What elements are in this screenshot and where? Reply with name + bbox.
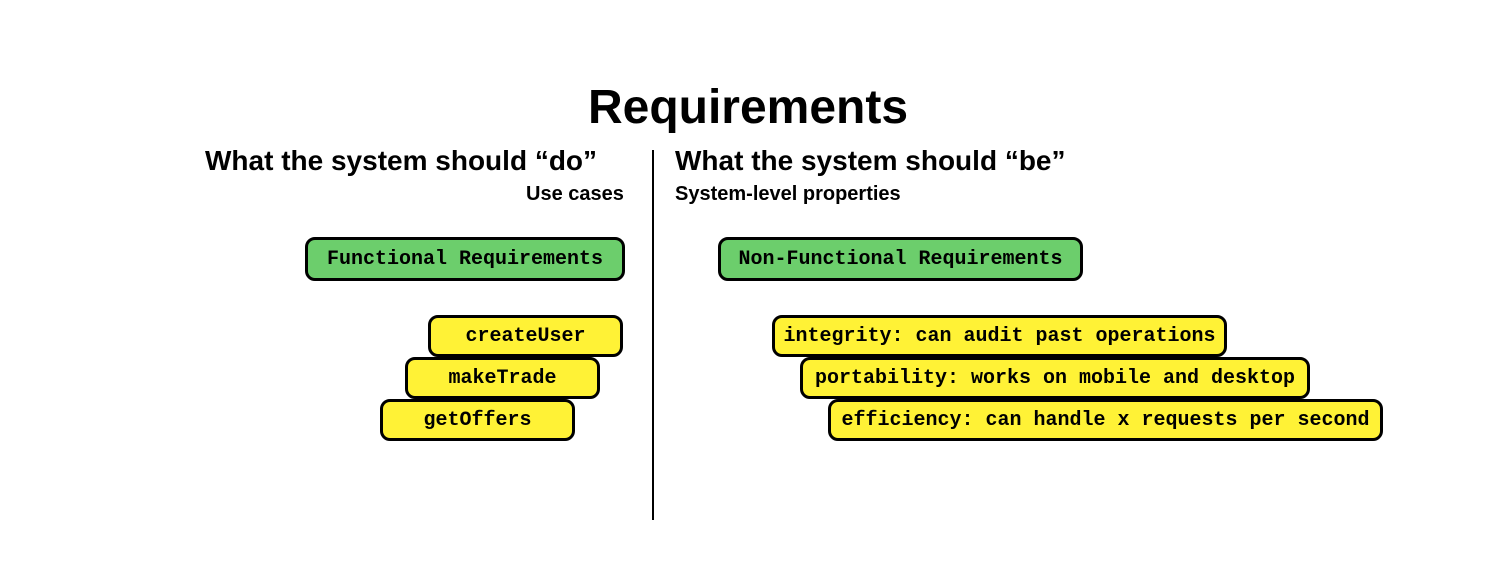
left-subheading: Use cases bbox=[526, 183, 624, 206]
left-heading: What the system should “do” bbox=[205, 145, 597, 177]
center-divider bbox=[652, 150, 654, 520]
use-case-label: createUser bbox=[465, 325, 585, 348]
non-functional-requirements-label: Non-Functional Requirements bbox=[738, 248, 1062, 271]
property-label: efficiency: can handle x requests per se… bbox=[841, 409, 1369, 432]
property-item: portability: works on mobile and desktop bbox=[800, 357, 1310, 399]
right-heading: What the system should “be” bbox=[675, 145, 1066, 177]
use-case-label: getOffers bbox=[423, 409, 531, 432]
right-subheading: System-level properties bbox=[675, 183, 901, 206]
property-item: integrity: can audit past operations bbox=[772, 315, 1227, 357]
property-label: portability: works on mobile and desktop bbox=[815, 367, 1295, 390]
use-case-item: createUser bbox=[428, 315, 623, 357]
main-title: Requirements bbox=[0, 80, 1496, 135]
functional-requirements-label: Functional Requirements bbox=[327, 248, 603, 271]
use-case-item: getOffers bbox=[380, 399, 575, 441]
property-item: efficiency: can handle x requests per se… bbox=[828, 399, 1383, 441]
functional-requirements-box: Functional Requirements bbox=[305, 237, 625, 281]
property-label: integrity: can audit past operations bbox=[783, 325, 1215, 348]
use-case-item: makeTrade bbox=[405, 357, 600, 399]
use-case-label: makeTrade bbox=[448, 367, 556, 390]
non-functional-requirements-box: Non-Functional Requirements bbox=[718, 237, 1083, 281]
